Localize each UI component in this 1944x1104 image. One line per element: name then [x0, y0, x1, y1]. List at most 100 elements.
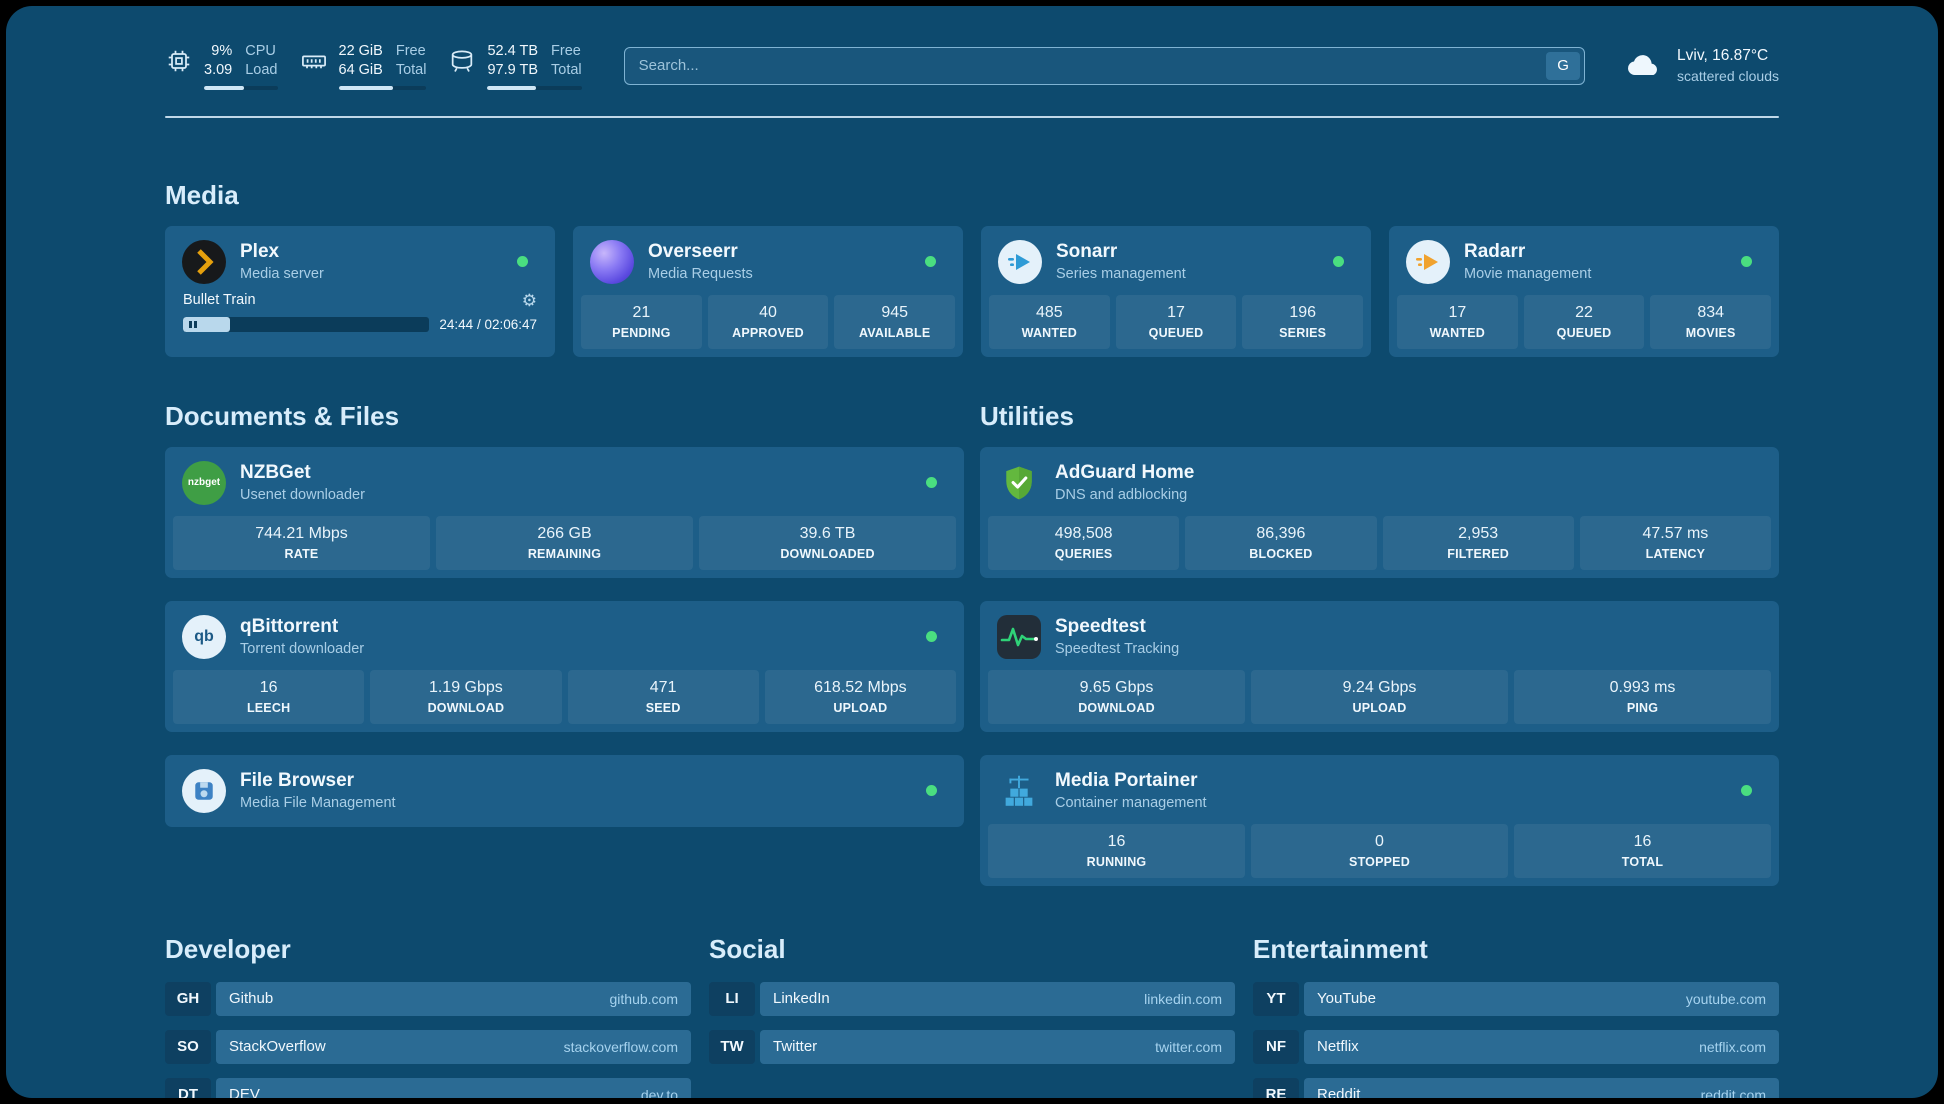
- playback-progress-bar[interactable]: [183, 316, 430, 332]
- ram-total-label: Total: [395, 61, 427, 78]
- app-subtitle: Speedtest Tracking: [1055, 641, 1180, 658]
- status-dot: [926, 631, 937, 643]
- pause-icon[interactable]: [189, 320, 197, 328]
- stat-tile: 9.24 Gbps UPLOAD: [1251, 669, 1508, 724]
- ram-total-value: 64 GiB: [338, 61, 383, 78]
- disk-free-value: 52.4 TB: [487, 43, 539, 59]
- app-name: NZBGet: [240, 462, 311, 484]
- stat-tile: 744.21 Mbps RATE: [173, 515, 430, 570]
- plex-icon: [182, 239, 226, 284]
- qbittorrent-card[interactable]: qb qBittorrent Torrent downloader 16: [165, 600, 964, 732]
- bookmark-linkedin[interactable]: LI LinkedIn linkedin.com: [709, 981, 1235, 1016]
- nzbget-card[interactable]: nzbget NZBGet Usenet downloader 744.21 M…: [165, 446, 964, 578]
- search-input[interactable]: [623, 46, 1586, 85]
- stat-tile: 945 AVAILABLE: [834, 294, 956, 349]
- stat-tile: 498,508 QUERIES: [988, 515, 1180, 570]
- app-subtitle: Series management: [1056, 266, 1186, 283]
- bookmarks-developer: Developer GH Github github.com SO StackO…: [165, 934, 691, 1098]
- filebrowser-card[interactable]: File Browser Media File Management: [165, 754, 964, 827]
- adguard-icon: [997, 461, 1041, 505]
- app-name: qBittorrent: [240, 616, 339, 638]
- bookmarks-social: Social LI LinkedIn linkedin.com TW Twitt…: [709, 934, 1235, 1098]
- app-name: Radarr: [1464, 241, 1526, 263]
- disk-total-label: Total: [551, 61, 582, 78]
- app-subtitle: DNS and adblocking: [1055, 487, 1188, 504]
- bookmark-stackoverflow[interactable]: SO StackOverflow stackoverflow.com: [165, 1029, 691, 1064]
- speedtest-card[interactable]: Speedtest Speedtest Tracking 9.65 Gbps D…: [980, 600, 1779, 732]
- app-subtitle: Movie management: [1464, 266, 1592, 283]
- status-dot: [1741, 785, 1752, 797]
- now-playing: Bullet Train ⚙ 24:44 / 02:06:47: [173, 290, 547, 339]
- stat-tile: 16 RUNNING: [988, 823, 1245, 878]
- stat-tile: 471 SEED: [567, 669, 759, 724]
- search-container: G: [623, 46, 1586, 85]
- overseerr-card[interactable]: Overseerr Media Requests 21 PENDING 40 A…: [573, 225, 963, 357]
- adguard-card[interactable]: AdGuard Home DNS and adblocking 498,508 …: [980, 446, 1779, 578]
- ram-free-value: 22 GiB: [338, 43, 383, 59]
- bookmark-twitter[interactable]: TW Twitter twitter.com: [709, 1029, 1235, 1064]
- app-subtitle: Media server: [240, 266, 324, 283]
- disk-free-label: Free: [551, 43, 581, 59]
- playback-time: 24:44 / 02:06:47: [439, 316, 537, 332]
- stat-tile: 17 QUEUED: [1115, 294, 1237, 349]
- weather-location: Lviv, 16.87°C: [1677, 47, 1769, 65]
- stat-tile: 266 GB REMAINING: [436, 515, 693, 570]
- stat-tile: 86,396 BLOCKED: [1185, 515, 1377, 570]
- disk-progress-bar: [487, 85, 582, 90]
- stat-tile: 196 SERIES: [1242, 294, 1364, 349]
- status-dot: [925, 256, 936, 268]
- stat-tile: 39.6 TB DOWNLOADED: [699, 515, 956, 570]
- stat-tile: 16 TOTAL: [1514, 823, 1771, 878]
- app-subtitle: Media File Management: [240, 795, 396, 812]
- dashboard-page: 9% 3.09 CPU Load: [6, 6, 1938, 1098]
- section-utilities: Utilities: [980, 401, 1779, 886]
- cpu-icon: [168, 50, 190, 72]
- app-subtitle: Torrent downloader: [240, 641, 365, 658]
- section-title-media: Media: [165, 179, 239, 210]
- section-title-documents: Documents & Files: [165, 400, 400, 431]
- stat-tile: 834 MOVIES: [1650, 294, 1772, 349]
- stat-tile: 618.52 Mbps UPLOAD: [764, 669, 956, 724]
- portainer-card[interactable]: Media Portainer Container management 16 …: [980, 754, 1779, 886]
- app-name: File Browser: [240, 770, 355, 792]
- now-playing-title: Bullet Train: [183, 292, 256, 309]
- app-name: Speedtest: [1055, 616, 1146, 638]
- cpu-widget: 9% 3.09 CPU Load: [165, 42, 278, 90]
- bookmark-youtube[interactable]: YT YouTube youtube.com: [1253, 981, 1779, 1016]
- stat-tile: 0 STOPPED: [1251, 823, 1508, 878]
- ram-progress-bar: [338, 85, 427, 90]
- bookmark-dev[interactable]: DT DEV dev.to: [165, 1077, 691, 1098]
- sonarr-card[interactable]: Sonarr Series management 485 WANTED 17 Q…: [981, 225, 1371, 357]
- bookmark-github[interactable]: GH Github github.com: [165, 981, 691, 1016]
- radarr-card[interactable]: Radarr Movie management 17 WANTED 22 QUE…: [1389, 225, 1779, 357]
- stat-tile: 47.57 ms LATENCY: [1579, 515, 1771, 570]
- settings-gear-icon[interactable]: ⚙: [521, 290, 537, 310]
- app-subtitle: Usenet downloader: [240, 487, 365, 504]
- stat-tile: 17 WANTED: [1397, 294, 1518, 349]
- bookmark-reddit[interactable]: RE Reddit reddit.com: [1253, 1077, 1779, 1098]
- portainer-icon: [997, 769, 1041, 813]
- app-subtitle: Container management: [1055, 795, 1207, 812]
- stat-tile: 485 WANTED: [989, 294, 1110, 349]
- bookmarks-entertainment: Entertainment YT YouTube youtube.com NF …: [1253, 934, 1779, 1098]
- search-engine-button[interactable]: G: [1546, 51, 1581, 80]
- qbittorrent-icon: qb: [182, 614, 226, 659]
- cpu-load-label: Load: [245, 61, 278, 78]
- stat-tile: 1.19 Gbps DOWNLOAD: [370, 669, 562, 724]
- nzbget-icon: nzbget: [182, 460, 226, 505]
- app-name: Sonarr: [1056, 241, 1118, 263]
- stat-tile: 40 APPROVED: [707, 294, 829, 349]
- top-bar: 9% 3.09 CPU Load: [165, 42, 1779, 90]
- stat-tile: 16 LEECH: [173, 669, 365, 724]
- weather-condition: scattered clouds: [1677, 68, 1779, 85]
- bookmark-netflix[interactable]: NF Netflix netflix.com: [1253, 1029, 1779, 1064]
- sonarr-icon: [998, 239, 1042, 284]
- cpu-percent: 9%: [211, 43, 233, 59]
- cpu-progress-bar: [204, 85, 278, 90]
- section-title-developer: Developer: [165, 933, 291, 964]
- overseerr-icon: [590, 239, 634, 284]
- app-name: Overseerr: [648, 241, 738, 263]
- plex-card[interactable]: Plex Media server Bullet Train ⚙: [165, 225, 555, 357]
- weather-widget: Lviv, 16.87°C scattered clouds: [1621, 47, 1779, 84]
- app-name: Plex: [240, 241, 280, 263]
